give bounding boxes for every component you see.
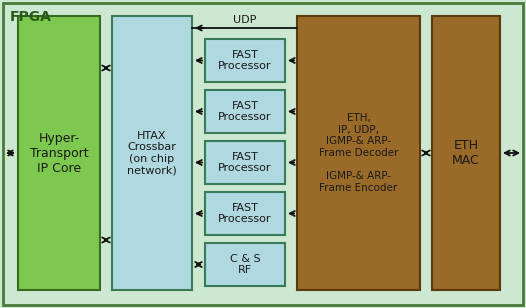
- Text: UDP: UDP: [233, 15, 256, 25]
- Text: ETH
MAC: ETH MAC: [452, 139, 480, 167]
- Text: FAST
Processor: FAST Processor: [218, 203, 272, 224]
- Text: C & S
RF: C & S RF: [230, 254, 260, 275]
- Text: ETH,
IP, UDP,
IGMP-& ARP-
Frame Decoder

IGMP-& ARP-
Frame Encoder: ETH, IP, UDP, IGMP-& ARP- Frame Decoder …: [319, 113, 398, 193]
- Text: FAST
Processor: FAST Processor: [218, 50, 272, 71]
- Text: FAST
Processor: FAST Processor: [218, 101, 272, 122]
- Bar: [205, 141, 285, 184]
- Bar: [432, 16, 500, 290]
- Bar: [205, 243, 285, 286]
- Bar: [297, 16, 420, 290]
- Bar: [18, 16, 100, 290]
- Text: FAST
Processor: FAST Processor: [218, 152, 272, 173]
- Text: Hyper-
Transport
IP Core: Hyper- Transport IP Core: [29, 132, 88, 175]
- Bar: [112, 16, 192, 290]
- Bar: [205, 192, 285, 235]
- Bar: [205, 39, 285, 82]
- Text: HTAX
Crossbar
(on chip
network): HTAX Crossbar (on chip network): [127, 131, 177, 175]
- Bar: [205, 90, 285, 133]
- Text: FPGA: FPGA: [10, 10, 52, 24]
